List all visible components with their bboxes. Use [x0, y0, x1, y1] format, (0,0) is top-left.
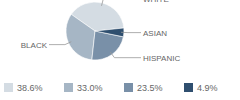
pie	[66, 2, 124, 60]
legend-swatch	[124, 83, 133, 92]
legend-label: 38.6%	[17, 83, 43, 93]
leader-line	[49, 42, 71, 45]
leader-line	[110, 52, 141, 58]
leader-line	[102, 0, 141, 6]
pie-slice	[95, 28, 124, 37]
legend-swatch	[64, 83, 73, 92]
legend-swatch	[4, 83, 13, 92]
pie-slice	[66, 14, 95, 59]
legend-label: 33.0%	[77, 83, 103, 93]
legend: 38.6% 33.0% 23.5% 4.9%	[4, 83, 218, 93]
slice-label: HISPANIC	[143, 54, 180, 63]
chart: WHITE BLACK HISPANIC ASIAN 38.6% 33.0% 23.5% 4.…	[0, 0, 240, 100]
slice-label: ASIAN	[143, 29, 167, 38]
legend-label: 4.9%	[197, 83, 218, 93]
slice-labels: WHITE BLACK HISPANIC ASIAN	[21, 0, 181, 63]
leader-line	[121, 32, 141, 33]
legend-swatch	[184, 83, 193, 92]
legend-label: 23.5%	[137, 83, 163, 93]
slice-label: BLACK	[21, 41, 48, 50]
slice-label: WHITE	[143, 0, 169, 4]
